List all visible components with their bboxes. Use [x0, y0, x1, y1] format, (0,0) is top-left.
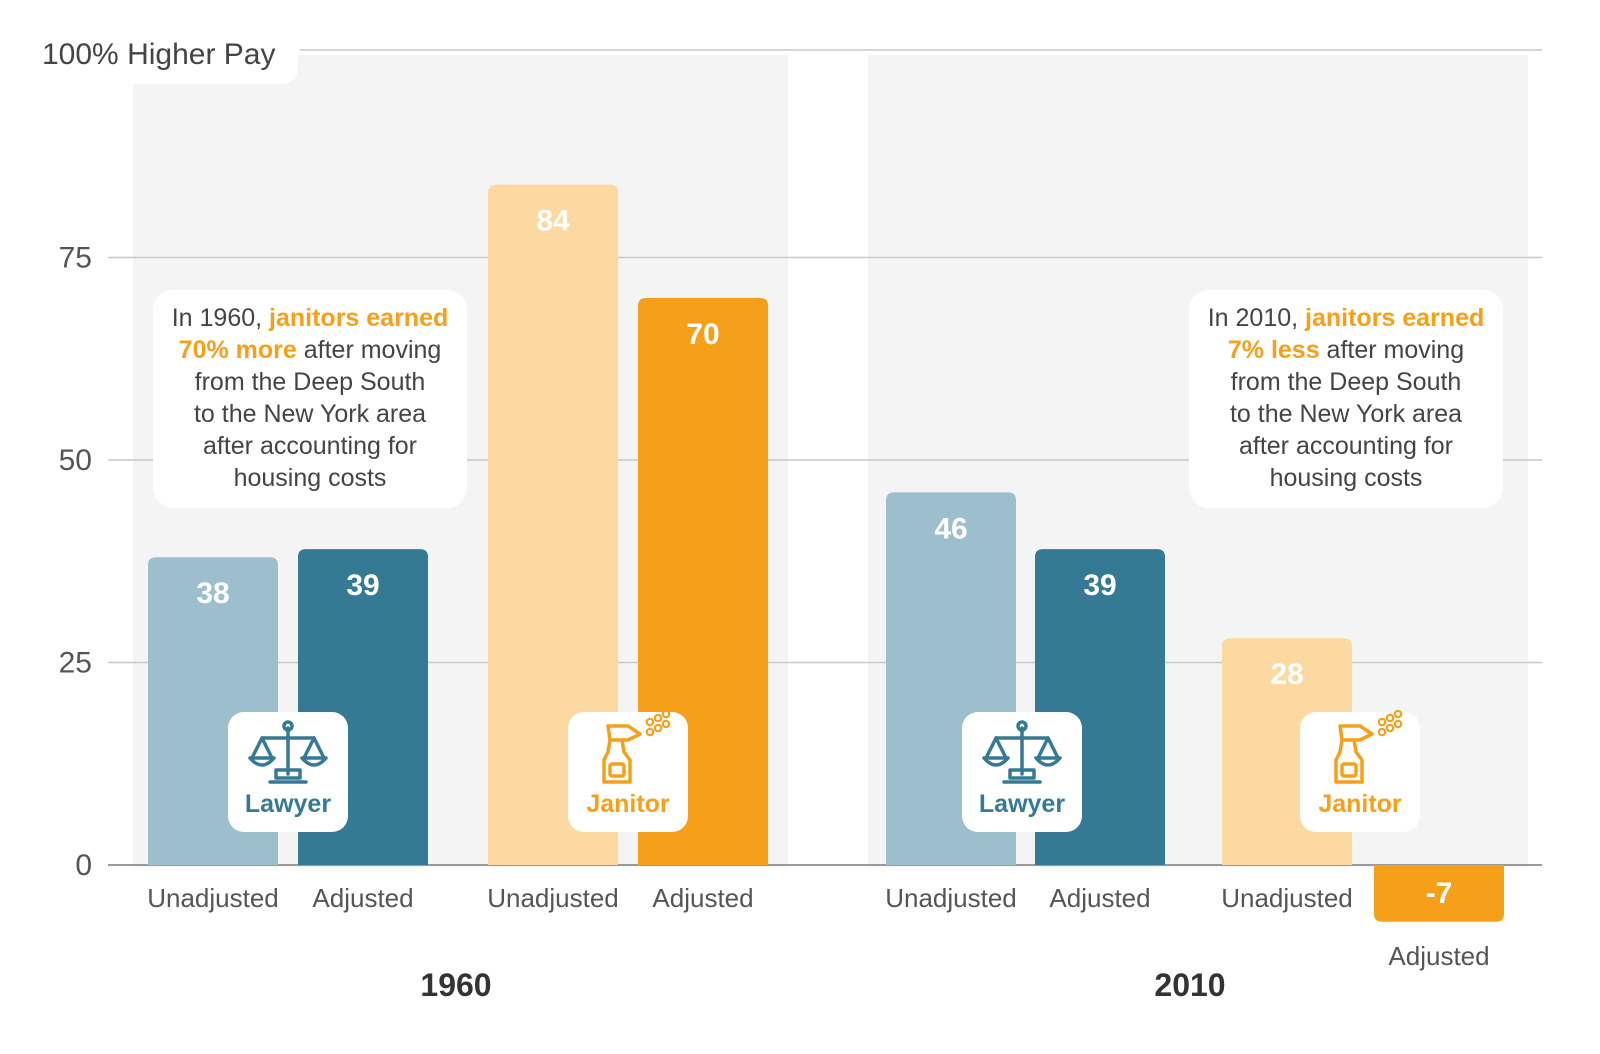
badge-box [1300, 712, 1420, 832]
bar-value-label: 46 [934, 512, 967, 545]
occupation-badges: Lawyer Janitor Lawyer Janitor [228, 709, 1420, 832]
category-label: Adjusted [652, 883, 753, 913]
note-text: from the Deep South [195, 368, 426, 396]
year-label: 1960 [420, 967, 491, 1003]
spray-dot [1393, 719, 1403, 729]
occupation-label: Lawyer [245, 790, 331, 818]
spray-dot [1393, 709, 1403, 719]
note-line: after accounting for [203, 432, 417, 460]
bars: 38 39 84 70 46 39 28 -7 [148, 184, 1504, 922]
bar-value-label: 84 [536, 205, 570, 238]
note-line: from the Deep South [195, 368, 426, 396]
occupation-label: Lawyer [979, 790, 1065, 818]
note-line: In 2010, janitors earned [1208, 304, 1485, 332]
y-tick-label: 50 [59, 444, 92, 477]
year-label: 2010 [1154, 967, 1225, 1003]
note-text: In 1960, [172, 304, 269, 332]
y-tick-label: 75 [59, 242, 92, 275]
annotation-notes: In 1960, janitors earned 70% more after m… [153, 290, 1503, 508]
spray-dot [1385, 713, 1395, 723]
note-text: after moving [297, 336, 442, 364]
spray-dot [661, 709, 671, 719]
note-line: housing costs [234, 464, 387, 492]
note-highlight: 70% more [179, 336, 297, 364]
occupation-label: Janitor [586, 790, 670, 818]
spray-dot [645, 717, 655, 727]
spray-dot [645, 727, 655, 737]
note-box [1189, 290, 1503, 508]
scales-icon [982, 720, 1062, 784]
note-text: to the New York area [1230, 400, 1462, 428]
note-line: to the New York area [194, 400, 426, 428]
bar-value-label: 39 [1083, 569, 1116, 602]
occupation-label: Janitor [1318, 790, 1402, 818]
y-tick-label: 0 [75, 849, 92, 882]
category-label: Unadjusted [487, 883, 619, 913]
scales-icon [248, 720, 328, 784]
bar-value-label: 39 [346, 569, 379, 602]
note-highlight: janitors earned [268, 304, 448, 332]
spray-dot [653, 713, 663, 723]
category-label: Unadjusted [147, 883, 279, 913]
category-label: Adjusted [1388, 941, 1489, 971]
note-text: after accounting for [1239, 432, 1453, 460]
badge-lawyer: Lawyer [228, 712, 348, 832]
category-label: Adjusted [1049, 883, 1150, 913]
note-text: In 2010, [1208, 304, 1305, 332]
note-line: after accounting for [1239, 432, 1453, 460]
bar-value-label: 70 [686, 318, 719, 351]
category-label: Unadjusted [1221, 883, 1353, 913]
bar-value-label: 38 [196, 577, 229, 610]
note-line: 70% more after moving [179, 336, 442, 364]
y-axis-title-group: 100% Higher Pay [30, 26, 298, 84]
note-1960: In 1960, janitors earned 70% more after m… [153, 290, 467, 508]
note-line: 7% less after moving [1228, 336, 1464, 364]
spray-dot [653, 723, 663, 733]
spray-dot [661, 719, 671, 729]
note-text: housing costs [1270, 464, 1423, 492]
y-axis-title: 100% Higher Pay [42, 38, 275, 71]
badge-janitor: Janitor [568, 709, 688, 832]
category-labels: Unadjusted Adjusted Unadjusted Adjusted Unad… [147, 883, 1489, 971]
note-line: housing costs [1270, 464, 1423, 492]
note-line: to the New York area [1230, 400, 1462, 428]
y-tick-label: 25 [59, 647, 92, 680]
spray-dot [1377, 727, 1387, 737]
badge-lawyer: Lawyer [962, 712, 1082, 832]
category-label: Unadjusted [885, 883, 1017, 913]
y-axis-ticks: 0 25 50 75 [59, 242, 92, 883]
bar-1960-janitor-unadjusted [488, 184, 618, 866]
note-box [153, 290, 467, 508]
spray-bottle-icon [1334, 709, 1403, 784]
badge-janitor: Janitor [1300, 709, 1420, 832]
note-line: from the Deep South [1231, 368, 1462, 396]
note-line: In 1960, janitors earned [172, 304, 449, 332]
bar-value-label: 28 [1270, 658, 1303, 691]
note-2010: In 2010, janitors earned 7% less after mo… [1189, 290, 1503, 508]
bar-value-label: -7 [1426, 877, 1453, 910]
spray-dot [1385, 723, 1395, 733]
note-highlight: janitors earned [1304, 304, 1484, 332]
note-text: after accounting for [203, 432, 417, 460]
spray-bottle-icon [602, 709, 671, 784]
note-text: to the New York area [194, 400, 426, 428]
bar-2010-janitor-adjusted [1374, 865, 1504, 922]
year-labels: 1960 2010 [420, 967, 1225, 1003]
category-label: Adjusted [312, 883, 413, 913]
note-highlight: 7% less [1228, 336, 1320, 364]
spray-dot [1377, 717, 1387, 727]
y-axis-title-background [30, 26, 298, 84]
note-text: housing costs [234, 464, 387, 492]
note-text: after moving [1320, 336, 1465, 364]
badge-box [568, 712, 688, 832]
note-text: from the Deep South [1231, 368, 1462, 396]
